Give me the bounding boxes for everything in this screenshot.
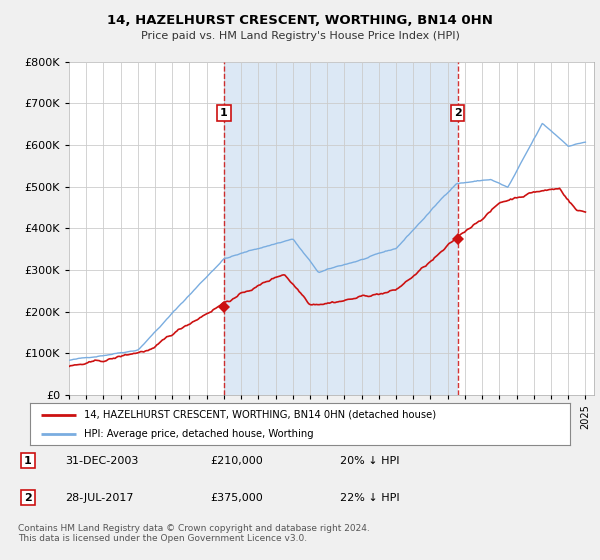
Text: 1: 1 bbox=[24, 456, 32, 465]
Bar bbox=[224, 62, 458, 395]
Text: £375,000: £375,000 bbox=[210, 493, 263, 503]
Text: Price paid vs. HM Land Registry's House Price Index (HPI): Price paid vs. HM Land Registry's House … bbox=[140, 31, 460, 41]
Text: 2: 2 bbox=[454, 108, 461, 118]
Text: £210,000: £210,000 bbox=[210, 456, 263, 465]
Text: 1: 1 bbox=[220, 108, 228, 118]
Text: 31-DEC-2003: 31-DEC-2003 bbox=[65, 456, 139, 465]
Text: 28-JUL-2017: 28-JUL-2017 bbox=[65, 493, 133, 503]
Text: 2: 2 bbox=[24, 493, 32, 503]
Text: 14, HAZELHURST CRESCENT, WORTHING, BN14 0HN (detached house): 14, HAZELHURST CRESCENT, WORTHING, BN14 … bbox=[84, 409, 436, 419]
Text: 22% ↓ HPI: 22% ↓ HPI bbox=[340, 493, 400, 503]
Text: Contains HM Land Registry data © Crown copyright and database right 2024.
This d: Contains HM Land Registry data © Crown c… bbox=[18, 524, 370, 543]
Text: 20% ↓ HPI: 20% ↓ HPI bbox=[340, 456, 400, 465]
Text: HPI: Average price, detached house, Worthing: HPI: Average price, detached house, Wort… bbox=[84, 429, 314, 439]
Text: 14, HAZELHURST CRESCENT, WORTHING, BN14 0HN: 14, HAZELHURST CRESCENT, WORTHING, BN14 … bbox=[107, 14, 493, 27]
